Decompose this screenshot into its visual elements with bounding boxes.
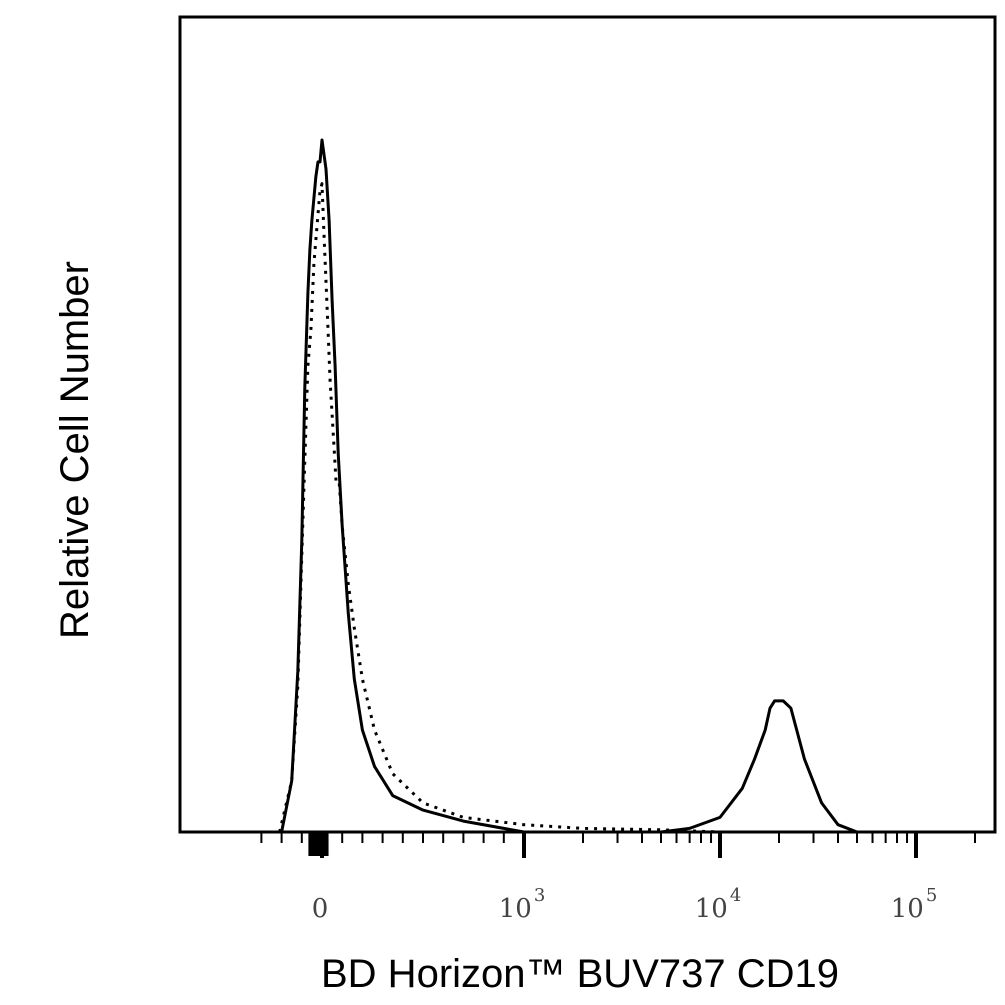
x-axis-ticks <box>260 832 977 858</box>
plot-frame <box>178 15 997 834</box>
dotted-histogram-line <box>278 182 966 834</box>
x-axis-title: BD Horizon™ BUV737 CD19 <box>321 952 839 996</box>
x-tick-label: 10 4 <box>695 885 742 924</box>
x-axis-tick-labels: 0 10 3 10 4 10 5 <box>312 885 938 924</box>
series-group <box>278 138 966 834</box>
y-axis-title: Relative Cell Number <box>53 261 97 639</box>
solid-histogram-line <box>280 138 916 834</box>
x-tick-label: 10 5 <box>891 885 938 924</box>
x-tick-label: 10 3 <box>499 885 546 924</box>
x-tick-label: 0 <box>312 894 329 924</box>
